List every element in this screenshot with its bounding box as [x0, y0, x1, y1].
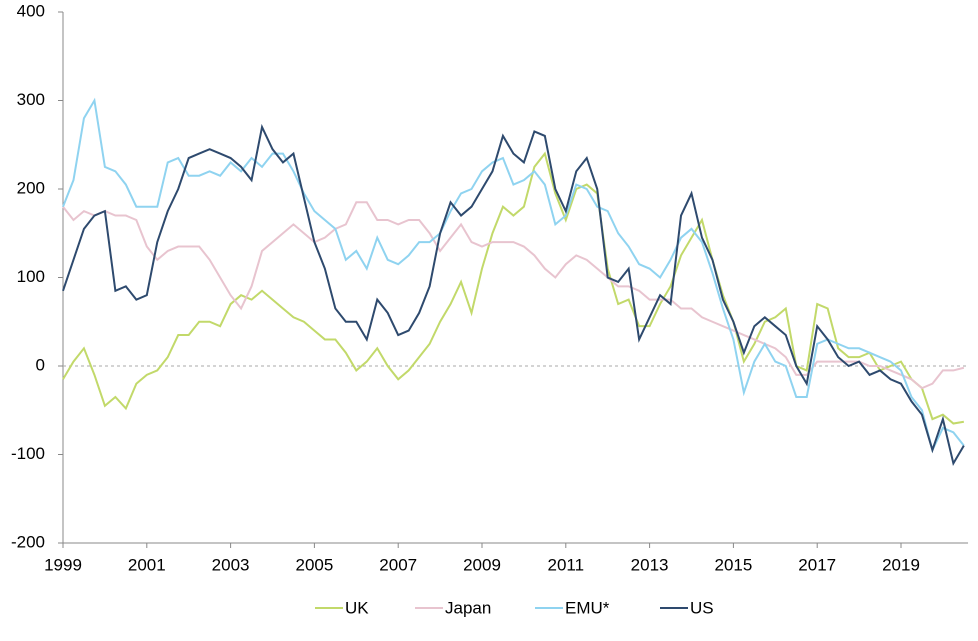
series-line — [62, 151, 965, 425]
x-tick-label: 2009 — [463, 555, 501, 574]
y-tick-label: 400 — [17, 1, 45, 20]
y-tick-label: -100 — [11, 444, 45, 463]
x-tick-label: 1999 — [44, 555, 82, 574]
series-line — [62, 123, 965, 466]
y-tick-label: 0 — [36, 355, 45, 374]
series-line — [62, 97, 965, 453]
x-tick-label: 2007 — [379, 555, 417, 574]
legend-label: UK — [345, 598, 369, 617]
x-tick-label: 2017 — [798, 555, 836, 574]
y-tick-label: 200 — [17, 178, 45, 197]
x-tick-label: 2015 — [714, 555, 752, 574]
x-tick-label: 2001 — [128, 555, 166, 574]
x-tick-label: 2003 — [212, 555, 250, 574]
legend-label: Japan — [445, 598, 491, 617]
series-line — [62, 201, 965, 390]
legend-label: EMU* — [565, 598, 610, 617]
y-tick-label: 100 — [17, 267, 45, 286]
y-tick-label: -200 — [11, 532, 45, 551]
x-tick-label: 2011 — [548, 555, 585, 574]
x-tick-label: 2005 — [295, 555, 333, 574]
x-tick-label: 2019 — [882, 555, 920, 574]
x-tick-label: 2013 — [631, 555, 669, 574]
y-tick-label: 300 — [17, 90, 45, 109]
legend-label: US — [690, 598, 714, 617]
